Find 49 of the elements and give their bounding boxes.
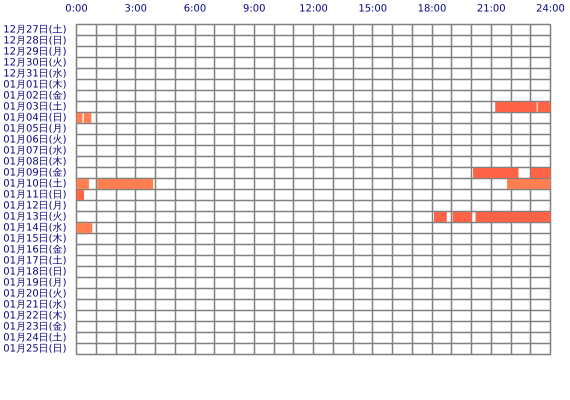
x-tick-label: 9:00 (243, 4, 266, 14)
bar (76, 223, 92, 233)
x-tick-label: 0:00 (65, 4, 88, 14)
y-tick-label: 01月25日(日) (3, 344, 67, 354)
y-tick-label: 12月28日(日) (3, 36, 67, 46)
y-tick-label: 01月21日(水) (3, 298, 67, 310)
y-tick-label: 01月01日(木) (3, 78, 67, 90)
y-tick-label: 01月06日(火) (3, 134, 67, 146)
y-tick-label: 01月24日(土) (3, 332, 67, 344)
y-tick-label: 01月02日(金) (3, 90, 67, 102)
bar (452, 212, 472, 222)
y-tick-label: 01月16日(金) (3, 244, 67, 256)
x-tick-label: 3:00 (124, 4, 147, 14)
y-tick-label: 12月27日(土) (3, 24, 67, 36)
y-tick-label: 01月07日(水) (3, 144, 67, 156)
y-tick-label: 12月31日(水) (3, 68, 67, 80)
y-tick-label: 01月11日(日) (3, 190, 67, 200)
x-tick-label: 12:00 (299, 4, 328, 14)
y-tick-label: 01月19日(月) (3, 278, 67, 288)
y-tick-label: 01月22日(木) (3, 310, 67, 322)
y-tick-label: 01月18日(日) (3, 266, 67, 278)
y-tick-label: 12月30日(火) (3, 56, 67, 68)
bar (475, 212, 550, 222)
y-tick-label: 01月17日(土) (3, 254, 67, 266)
y-tick-label: 01月05日(月) (3, 124, 67, 134)
y-tick-label: 01月14日(水) (3, 222, 67, 234)
y-tick-label: 01月13日(火) (3, 210, 67, 222)
y-tick-label: 01月09日(金) (3, 166, 67, 178)
bar (507, 179, 550, 189)
y-tick-label: 01月15日(木) (3, 232, 67, 244)
bar (76, 190, 84, 200)
bar (530, 168, 550, 178)
x-tick-label: 15:00 (358, 4, 388, 14)
y-tick-label: 01月10日(土) (3, 178, 67, 190)
bar (473, 168, 519, 178)
x-tick-label: 18:00 (418, 4, 446, 14)
x-tick-label: 24:00 (536, 4, 565, 14)
y-tick-label: 01月12日(月) (3, 200, 67, 212)
bar (76, 179, 89, 189)
y-tick-label: 01月04日(日) (3, 112, 67, 124)
y-tick-label: 01月23日(金) (3, 320, 67, 332)
y-tick-label: 01月03日(土) (3, 100, 67, 112)
y-tick-label: 01月20日(火) (3, 288, 67, 300)
y-tick-label: 01月08日(木) (3, 156, 67, 168)
bar (97, 179, 154, 189)
bar (434, 212, 447, 222)
y-tick-label: 12月29日(月) (3, 46, 67, 58)
x-tick-label: 6:00 (184, 4, 206, 14)
x-tick-label: 21:00 (476, 4, 506, 14)
